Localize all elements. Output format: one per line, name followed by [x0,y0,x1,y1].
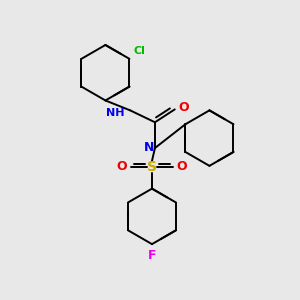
Text: O: O [179,101,189,114]
Text: NH: NH [106,108,124,118]
Text: Cl: Cl [134,46,145,56]
Text: O: O [117,160,127,173]
Text: F: F [148,249,156,262]
Text: N: N [144,140,154,154]
Text: S: S [147,160,157,174]
Text: O: O [177,160,188,173]
